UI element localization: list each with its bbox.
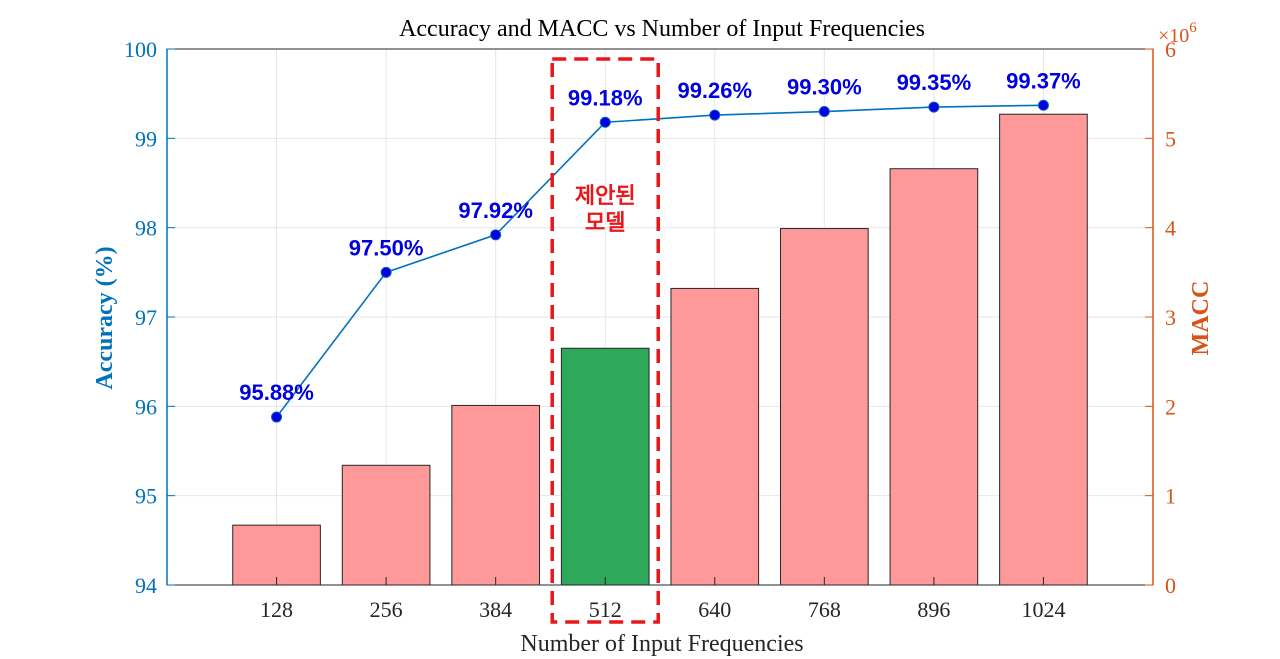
bar-macc-896 bbox=[889, 168, 979, 586]
left-tick-label: 96 bbox=[135, 394, 157, 419]
bar-macc-512 bbox=[560, 347, 650, 586]
right-axis-exponent: ×106 bbox=[1158, 20, 1197, 47]
accuracy-point-128 bbox=[271, 411, 283, 423]
left-tick-label: 94 bbox=[135, 573, 157, 598]
left-tick-label: 100 bbox=[124, 37, 157, 62]
bar-macc-1024 bbox=[999, 113, 1088, 586]
right-tick-label: 2 bbox=[1165, 394, 1176, 419]
right-tick-label: 4 bbox=[1165, 216, 1176, 241]
proposed-model-label: 제안된 bbox=[575, 183, 636, 208]
accuracy-point-768 bbox=[818, 106, 830, 118]
accuracy-data-label: 95.88% bbox=[239, 380, 314, 405]
accuracy-data-label: 99.26% bbox=[677, 78, 752, 103]
left-tick-label: 98 bbox=[135, 216, 157, 241]
left-axis-label: Accuracy (%) bbox=[92, 246, 118, 389]
x-tick-label: 640 bbox=[698, 597, 731, 622]
chart-title: Accuracy and MACC vs Number of Input Fre… bbox=[399, 16, 925, 42]
accuracy-data-label: 99.30% bbox=[787, 75, 862, 100]
x-tick-label: 384 bbox=[479, 597, 512, 622]
accuracy-line bbox=[271, 99, 1049, 423]
bar-macc-384 bbox=[451, 404, 540, 586]
right-tick-label: 1 bbox=[1165, 484, 1176, 509]
accuracy-polyline bbox=[275, 104, 1044, 418]
accuracy-data-label: 97.92% bbox=[458, 198, 533, 223]
right-tick-label: 0 bbox=[1165, 573, 1176, 598]
x-tick-label: 256 bbox=[370, 597, 403, 622]
x-axis-label: Number of Input Frequencies bbox=[520, 631, 803, 657]
accuracy-data-label: 97.50% bbox=[349, 235, 424, 260]
x-tick-label: 512 bbox=[589, 597, 622, 622]
data-labels: 95.88% 97.50% 97.92% 99.18% 99.26% 99.30% 99.3… bbox=[239, 68, 1081, 405]
bar-macc-768 bbox=[780, 228, 869, 586]
bars bbox=[232, 113, 1088, 586]
left-tick-label: 99 bbox=[135, 126, 157, 151]
accuracy-point-896 bbox=[928, 101, 940, 113]
x-tick-label: 768 bbox=[808, 597, 841, 622]
x-tick-label: 896 bbox=[917, 597, 950, 622]
accuracy-point-256 bbox=[380, 266, 392, 278]
right-tick-label: 3 bbox=[1165, 305, 1176, 330]
right-axis-label: MACC bbox=[1188, 281, 1214, 356]
right-tick-label: 5 bbox=[1165, 126, 1176, 151]
accuracy-point-512 bbox=[599, 116, 611, 128]
x-tick-label: 128 bbox=[260, 597, 293, 622]
accuracy-point-384 bbox=[490, 229, 502, 241]
right-tick-label: 6 bbox=[1165, 37, 1176, 62]
accuracy-point-1024 bbox=[1037, 99, 1049, 111]
bar-macc-128 bbox=[232, 524, 321, 586]
accuracy-data-label: 99.18% bbox=[568, 85, 643, 110]
axes: 94 95 96 97 98 99 100 0 1 2 3 4 5 6 128 256 384 512 640 768… bbox=[124, 37, 1176, 622]
accuracy-point-640 bbox=[709, 109, 721, 121]
accuracy-data-label: 99.37% bbox=[1006, 68, 1081, 93]
bar-macc-640 bbox=[670, 287, 760, 586]
accuracy-data-label: 99.35% bbox=[897, 70, 972, 95]
left-tick-label: 95 bbox=[135, 484, 157, 509]
proposed-model-label: 모델 bbox=[585, 210, 625, 235]
proposed-model-highlight-box bbox=[550, 57, 660, 624]
bar-macc-256 bbox=[341, 464, 431, 586]
left-tick-label: 97 bbox=[135, 305, 157, 330]
x-tick-label: 1024 bbox=[1021, 597, 1065, 622]
